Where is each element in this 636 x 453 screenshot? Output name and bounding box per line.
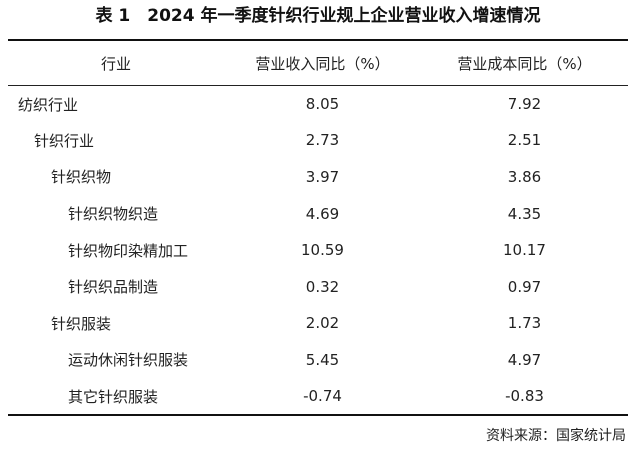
table-row: 针织行业 2.73 2.51: [8, 122, 628, 159]
revenue-value: 0.32: [305, 277, 340, 296]
table-header-row: 行业 营业收入同比（%） 营业成本同比（%）: [8, 40, 628, 86]
industry-name: 针织织物织造: [68, 205, 159, 224]
data-table: 行业 营业收入同比（%） 营业成本同比（%） 纺织行业 8.05 7.92 针织…: [8, 39, 628, 416]
table-title: 表 1 2024 年一季度针织行业规上企业营业收入增速情况: [95, 6, 541, 26]
header-cost-yoy: 营业成本同比（%）: [457, 54, 592, 73]
cost-value: 2.51: [507, 131, 542, 150]
revenue-value: 5.45: [305, 350, 340, 369]
cost-value: 4.35: [507, 204, 542, 223]
cost-value: 10.17: [503, 241, 546, 260]
revenue-value: 2.73: [305, 131, 340, 150]
cost-value: -0.83: [505, 387, 544, 406]
industry-name: 其它针织服装: [68, 387, 159, 406]
industry-name: 针织行业: [34, 131, 95, 150]
revenue-value: 8.05: [305, 95, 340, 114]
data-source-note: 资料来源：国家统计局: [486, 428, 626, 444]
table-row: 其它针织服装 -0.74 -0.83: [8, 378, 628, 415]
industry-name: 针织物印染精加工: [68, 241, 189, 260]
cost-value: 0.97: [507, 277, 542, 296]
table-row: 运动休闲针织服装 5.45 4.97: [8, 342, 628, 379]
header-revenue-yoy: 营业收入同比（%）: [255, 54, 390, 73]
industry-name: 纺织行业: [18, 95, 79, 114]
table-row: 针织物印染精加工 10.59 10.17: [8, 232, 628, 269]
industry-name: 针织服装: [51, 314, 112, 333]
revenue-value: 10.59: [301, 241, 344, 260]
cost-value: 3.86: [507, 167, 542, 186]
table-row: 针织服装 2.02 1.73: [8, 305, 628, 342]
table-row: 针织织物 3.97 3.86: [8, 159, 628, 196]
revenue-value: 4.69: [305, 204, 340, 223]
industry-name: 运动休闲针织服装: [68, 351, 189, 370]
table-row: 针织织物织造 4.69 4.35: [8, 195, 628, 232]
cost-value: 7.92: [507, 95, 542, 114]
industry-name: 针织织物: [51, 168, 112, 187]
industry-name: 针织织品制造: [68, 278, 159, 297]
header-industry: 行业: [100, 54, 131, 73]
revenue-value: 3.97: [305, 167, 340, 186]
revenue-value: 2.02: [305, 314, 340, 333]
cost-value: 1.73: [507, 314, 542, 333]
data-table-container: 行业 营业收入同比（%） 营业成本同比（%） 纺织行业 8.05 7.92 针织…: [8, 39, 628, 416]
table-row: 纺织行业 8.05 7.92: [8, 86, 628, 123]
table-row: 针织织品制造 0.32 0.97: [8, 268, 628, 305]
cost-value: 4.97: [507, 350, 542, 369]
revenue-value: -0.74: [303, 387, 342, 406]
